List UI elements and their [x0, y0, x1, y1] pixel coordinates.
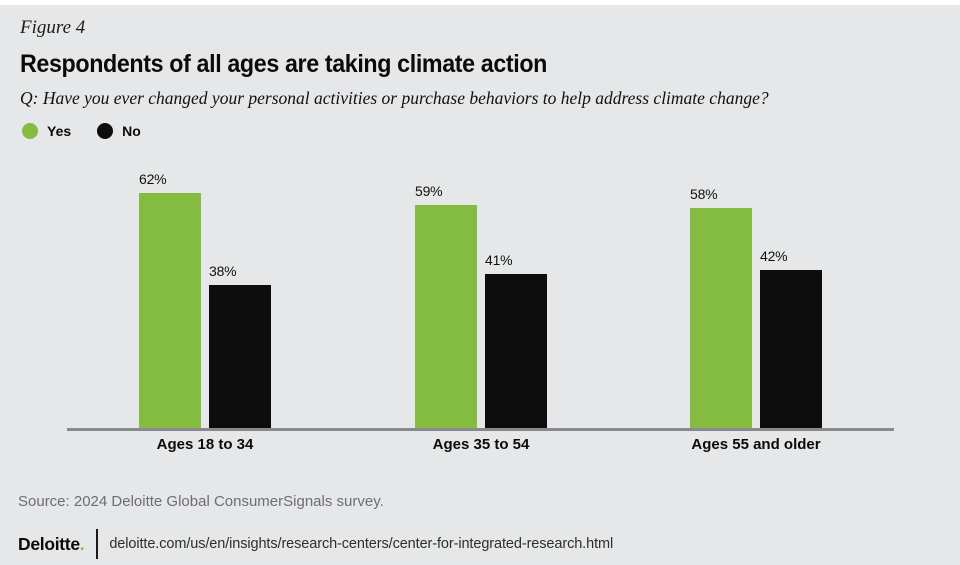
footer-url: deloitte.com/us/en/insights/research-cen… — [109, 536, 614, 552]
source-note: Source: 2024 Deloitte Global ConsumerSig… — [18, 493, 384, 510]
figure-card: Figure 4 Respondents of all ages are tak… — [0, 5, 960, 565]
footer-divider — [96, 529, 99, 559]
bar-no-ages-18-to-34 — [209, 285, 271, 431]
bar-value-no-ages-18-to-34: 38% — [209, 263, 237, 279]
deloitte-logo: Deloitte. — [18, 533, 85, 554]
figure-title: Respondents of all ages are taking clima… — [20, 50, 548, 78]
legend-yes-swatch-icon — [22, 123, 38, 139]
legend-no-label: No — [122, 123, 141, 139]
category-label-ages-55-and-older: Ages 55 and older — [691, 436, 821, 453]
category-label-ages-18-to-34: Ages 18 to 34 — [156, 436, 254, 453]
plot-area: 62% 38% 59% 41% 58% 42% — [0, 171, 960, 431]
bar-yes-ages-18-to-34 — [139, 193, 201, 431]
bar-value-yes-ages-55-and-older: 58% — [690, 186, 718, 202]
deloitte-logo-period: . — [79, 533, 85, 554]
bar-yes-ages-35-to-54 — [415, 205, 477, 431]
legend-item-yes: Yes — [22, 123, 71, 139]
bar-yes-ages-55-and-older — [690, 208, 752, 431]
footer: Deloitte. deloitte.com/us/en/insights/re… — [18, 528, 613, 560]
bar-no-ages-55-and-older — [760, 270, 822, 431]
bar-chart: 62% 38% 59% 41% 58% 42% Ages 18 to 34 Ages 35 … — [0, 5, 960, 565]
figure-label: Figure 4 — [20, 17, 86, 38]
category-label-ages-35-to-54: Ages 35 to 54 — [432, 436, 530, 453]
x-axis-line — [67, 428, 894, 431]
figure-question: Q: Have you ever changed your personal a… — [20, 88, 769, 108]
bar-no-ages-35-to-54 — [485, 274, 547, 431]
legend-yes-label: Yes — [47, 123, 72, 139]
bar-value-yes-ages-18-to-34: 62% — [139, 171, 167, 187]
chart-legend: Yes No — [22, 123, 141, 139]
bar-value-no-ages-55-and-older: 42% — [760, 248, 788, 264]
bar-value-yes-ages-35-to-54: 59% — [415, 183, 443, 199]
legend-no-swatch-icon — [97, 123, 114, 139]
legend-item-no: No — [97, 123, 141, 139]
bar-value-no-ages-35-to-54: 41% — [485, 252, 513, 268]
